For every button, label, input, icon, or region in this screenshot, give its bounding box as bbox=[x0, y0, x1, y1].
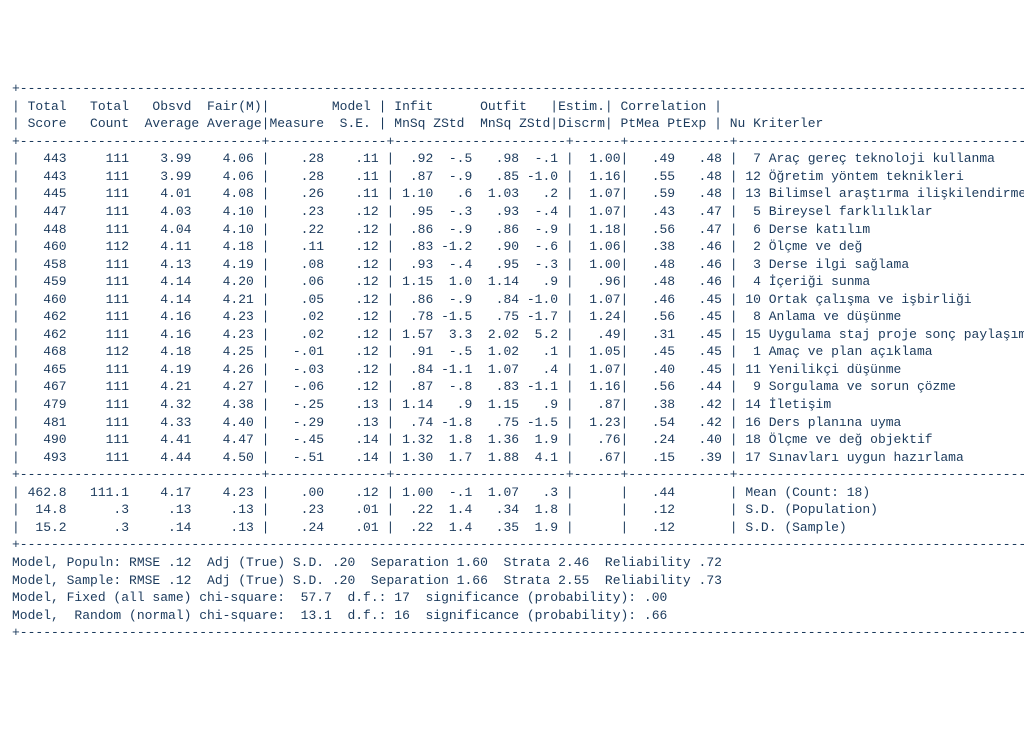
rasch-output-table: +---------------------------------------… bbox=[12, 80, 1012, 642]
table-body: +---------------------------------------… bbox=[12, 81, 1024, 640]
